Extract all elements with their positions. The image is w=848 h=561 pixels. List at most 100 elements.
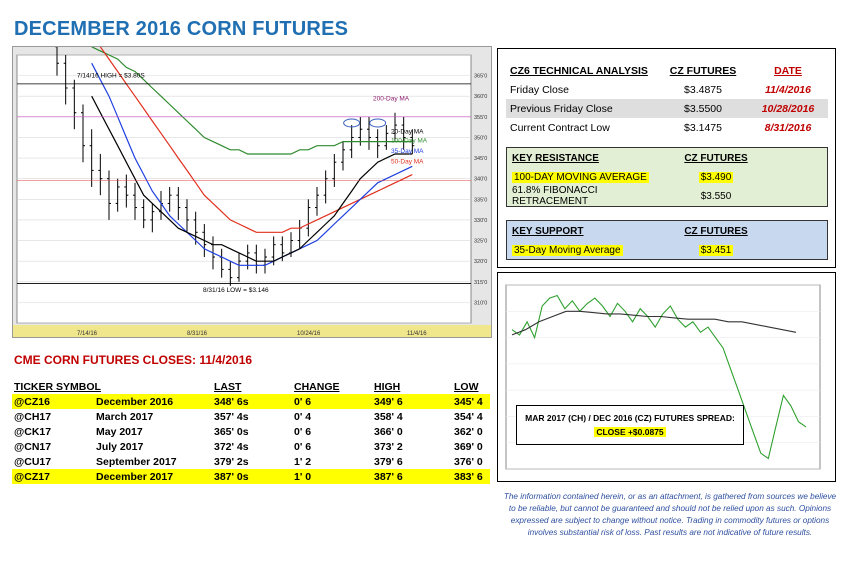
- spread-series-line: [511, 310, 797, 336]
- closes-row: @CZ17 December 2017 387' 0s 1' 0 387' 6 383' …: [12, 469, 490, 484]
- y-tick-label: 315'0: [474, 280, 487, 286]
- change-cell: 1' 0: [294, 470, 312, 483]
- technical-analysis-panel: CZ6 TECHNICAL ANALYSIS CZ FUTURES DATE F…: [497, 48, 836, 268]
- price-plot-area: [16, 54, 472, 324]
- price-bar: [63, 55, 68, 105]
- closes-row: @CU17 September 2017 379' 2s 1' 2 379' 6 376'…: [12, 454, 490, 469]
- support-row-label: 35-Day Moving Average: [512, 244, 623, 256]
- contract-name-cell: March 2017: [96, 410, 154, 423]
- price-bar: [185, 199, 189, 233]
- last-cell: 372' 4s: [214, 440, 249, 453]
- ticker-cell: @CK17: [14, 425, 52, 438]
- ticker-cell: @CN17: [14, 440, 52, 453]
- closes-title: CME CORN FUTURES CLOSES: 11/4/2016: [14, 353, 253, 367]
- price-bar: [228, 261, 233, 286]
- support-header-futures: CZ FUTURES: [684, 225, 748, 237]
- price-bar: [375, 129, 380, 159]
- price-chart: 7/14/16 HIGH = $3.80S 8/31/16 LOW = $3.14…: [12, 46, 492, 338]
- price-bar: [384, 125, 389, 150]
- y-tick-label: 345'0: [474, 156, 487, 162]
- y-tick-label: 355'0: [474, 115, 487, 121]
- ta-row-date: 10/28/2016: [761, 102, 815, 115]
- resistance-header-futures: CZ FUTURES: [684, 152, 748, 164]
- contract-name-cell: December 2017: [96, 470, 174, 483]
- resistance-row-value: $3.550: [700, 190, 732, 202]
- closes-table: TICKER SYMBOL LAST CHANGE HIGH LOW @CZ16…: [12, 379, 490, 484]
- key-resistance-box: KEY RESISTANCE CZ FUTURES 100-DAY MOVING…: [506, 147, 828, 207]
- ticker-cell: @CU17: [14, 455, 52, 468]
- x-tick-label: 10/24/16: [297, 331, 321, 337]
- contract-name-cell: December 2016: [96, 395, 174, 408]
- change-cell: 1' 2: [294, 455, 312, 468]
- price-bar: [167, 186, 172, 212]
- change-cell: 0' 6: [294, 440, 312, 453]
- price-bar: [341, 141, 345, 171]
- y-tick-label: 340'0: [474, 177, 487, 183]
- contract-name-cell: July 2017: [96, 440, 144, 453]
- spread-series-line: [511, 294, 807, 460]
- ta-row-label: Current Contract Low: [510, 121, 610, 134]
- last-cell: 379' 2s: [214, 455, 249, 468]
- price-bar: [358, 116, 363, 146]
- last-cell: 357' 4s: [214, 410, 249, 423]
- ticker-cell: @CZ17: [14, 470, 50, 483]
- resistance-row-label: 61.8% FIBONACCI RETRACEMENT: [512, 185, 598, 207]
- y-tick-label: 360'0: [474, 94, 487, 100]
- ta-row: Current Contract Low $3.1475 8/31/2016: [506, 118, 828, 137]
- spread-close: CLOSE +$0.0875: [594, 427, 666, 437]
- price-bar: [98, 153, 103, 196]
- page-title: DECEMBER 2016 CORN FUTURES: [14, 18, 349, 40]
- price-bar: [150, 203, 155, 233]
- resistance-header: KEY RESISTANCE CZ FUTURES: [507, 149, 827, 167]
- change-cell: 0' 4: [294, 410, 312, 423]
- chart-annotation: 100-Day MA: [391, 137, 428, 144]
- x-axis-strip: [13, 325, 491, 337]
- ta-row-date: 8/31/2016: [764, 121, 812, 134]
- price-bar: [306, 199, 311, 237]
- price-bar: [107, 170, 111, 220]
- support-row: 35-Day Moving Average $3.451: [507, 241, 827, 259]
- price-bar: [141, 199, 146, 229]
- peak-circle: [343, 118, 361, 128]
- y-tick-label: 330'0: [474, 218, 487, 224]
- resistance-row: 61.8% FIBONACCI RETRACEMENT $3.550: [507, 185, 827, 207]
- header-change: CHANGE: [294, 380, 340, 393]
- price-bar: [271, 236, 276, 266]
- ta-header-row: CZ6 TECHNICAL ANALYSIS CZ FUTURES DATE: [506, 61, 828, 80]
- resistance-row-label: 100-DAY MOVING AVERAGE: [512, 171, 649, 183]
- closes-row: @CN17 July 2017 372' 4s 0' 6 373' 2 369' 0: [12, 439, 490, 454]
- contract-name-cell: September 2017: [96, 455, 177, 468]
- ma-35-line: [91, 62, 413, 266]
- ta-row: Friday Close $3.4875 11/4/2016: [506, 80, 828, 99]
- header-last: LAST: [214, 380, 242, 393]
- header-ticker: TICKER SYMBOL: [14, 380, 101, 393]
- change-cell: 0' 6: [294, 395, 312, 408]
- last-cell: 365' 0s: [214, 425, 249, 438]
- ta-table: CZ6 TECHNICAL ANALYSIS CZ FUTURES DATE F…: [506, 61, 828, 137]
- closes-header-row: TICKER SYMBOL LAST CHANGE HIGH LOW: [12, 379, 490, 394]
- price-bar: [323, 170, 328, 204]
- price-bar: [124, 174, 129, 208]
- chart-annotation: 35-Day MA: [391, 148, 424, 155]
- header-low: LOW: [454, 380, 479, 393]
- support-row-value: $3.451: [698, 244, 734, 256]
- ticker-cell: @CZ16: [14, 395, 50, 408]
- y-tick-label: 335'0: [474, 197, 487, 203]
- price-bar: [410, 129, 415, 154]
- disclaimer: The information contained herein, or as …: [503, 492, 837, 537]
- ta-header-date: DATE: [774, 64, 802, 77]
- ta-header-futures: CZ FUTURES: [669, 64, 737, 77]
- header-high: HIGH: [374, 380, 401, 393]
- y-tick-label: 320'0: [474, 259, 487, 265]
- ta-row-value: $3.5500: [684, 102, 722, 115]
- high-cell: 387' 6: [374, 470, 403, 483]
- ticker-cell: @CH17: [14, 410, 52, 423]
- low-cell: 354' 4: [454, 410, 483, 423]
- closes-row: @CZ16 December 2016 348' 6s 0' 6 349' 6 345' …: [12, 394, 490, 409]
- last-cell: 387' 0s: [214, 470, 249, 483]
- spread-chart: MAR 2017 (CH) / DEC 2016 (CZ) FUTURES SP…: [497, 272, 836, 482]
- high-cell: 349' 6: [374, 395, 403, 408]
- price-bar: [81, 104, 85, 163]
- low-cell: 383' 6: [454, 470, 483, 483]
- support-header: KEY SUPPORT CZ FUTURES: [507, 222, 827, 240]
